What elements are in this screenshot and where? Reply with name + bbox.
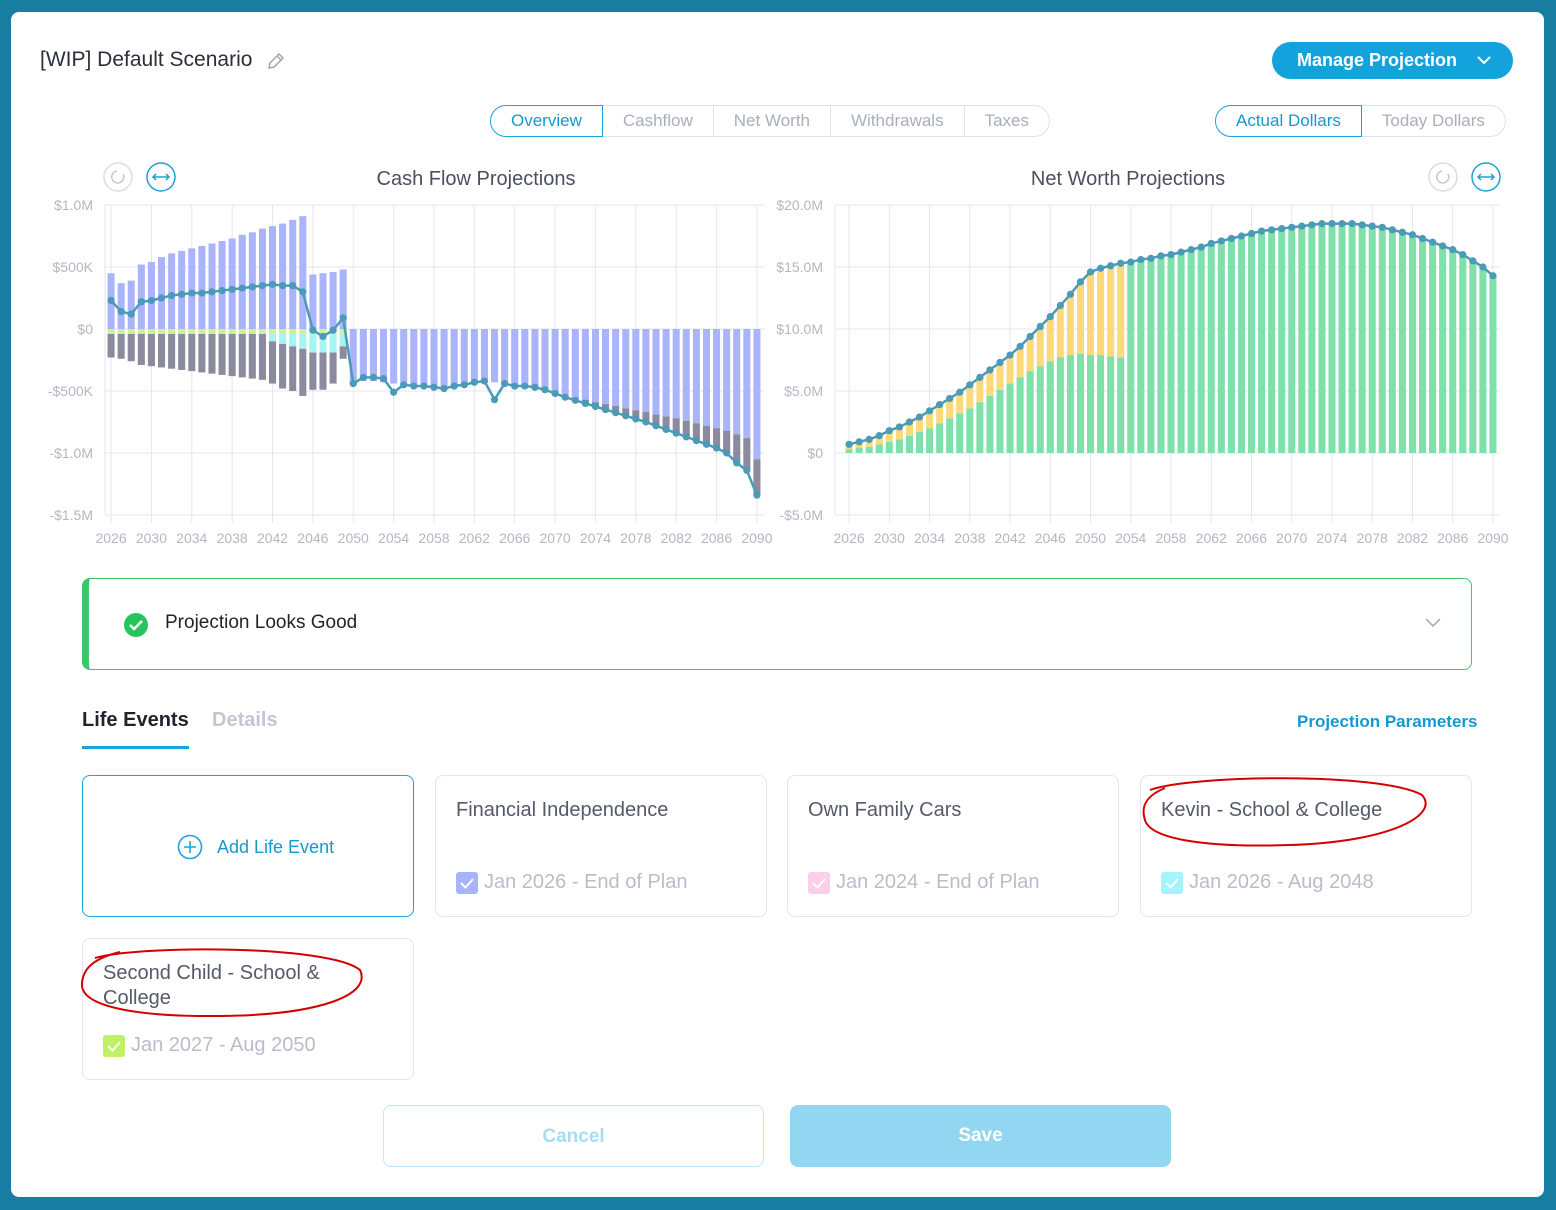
tab[interactable]: Actual Dollars: [1215, 105, 1362, 137]
tab[interactable]: Overview: [490, 105, 603, 137]
expand-chevron: [1425, 618, 1441, 628]
tab[interactable]: Cashflow: [601, 105, 714, 137]
event-title: Financial Independence: [456, 799, 669, 821]
chevron: [1477, 56, 1491, 65]
tab[interactable]: Taxes: [963, 105, 1051, 137]
view-tabs: Overview Cashflow Net Worth Withdrawals Taxe…: [490, 105, 1051, 137]
event-card[interactable]: Second Child - School & College Jan 2027 …: [82, 938, 414, 1080]
status-icon: [124, 613, 148, 637]
status-text: Projection Looks Good: [165, 612, 358, 633]
button-label: Manage Projection: [1297, 50, 1458, 70]
manage-projection-button[interactable]: Manage Projection: [1272, 42, 1513, 79]
add-event-card[interactable]: Add Life Event: [82, 775, 414, 917]
event-card[interactable]: Kevin - School & College Jan 2026 - Aug 2…: [1140, 775, 1472, 917]
event-dates: Jan 2027 - Aug 2050: [131, 1034, 316, 1056]
tab[interactable]: Net Worth: [712, 105, 831, 137]
event-checkbox: [456, 871, 478, 894]
add-event-label: Add Life Event: [217, 836, 335, 857]
scenario-title: [WIP] Default Scenario: [40, 48, 253, 71]
event-dates: Jan 2026 - Aug 2048: [1189, 871, 1374, 893]
event-title: Kevin - School & College: [1161, 799, 1383, 821]
tab[interactable]: Today Dollars: [1360, 105, 1506, 137]
event-card[interactable]: Financial Independence Jan 2026 - End of …: [435, 775, 767, 917]
event-checkbox: [1161, 871, 1183, 894]
edit-icon[interactable]: [266, 51, 286, 71]
event-title: Own Family Cars: [808, 799, 962, 821]
projection-parameters-link[interactable]: Projection Parameters: [1297, 712, 1478, 731]
event-dates: Jan 2026 - End of Plan: [484, 871, 688, 893]
status-bar[interactable]: Projection Looks Good: [82, 578, 1472, 670]
event-checkbox: [808, 871, 830, 894]
plus-icon: [177, 834, 203, 860]
event-checkbox: [103, 1034, 125, 1057]
dollar-tabs: Actual Dollars Today Dollars: [1215, 105, 1506, 137]
tab[interactable]: Withdrawals: [830, 105, 965, 137]
event-card[interactable]: Own Family Cars Jan 2024 - End of Plan: [787, 775, 1119, 917]
event-title: Second Child - School & College: [103, 962, 320, 1009]
save-button[interactable]: Save: [790, 1105, 1171, 1167]
cancel-button[interactable]: Cancel: [383, 1105, 764, 1167]
event-dates: Jan 2024 - End of Plan: [836, 871, 1040, 893]
section-tab[interactable]: Life Events: [82, 709, 189, 749]
section-tab[interactable]: Details: [212, 709, 278, 731]
